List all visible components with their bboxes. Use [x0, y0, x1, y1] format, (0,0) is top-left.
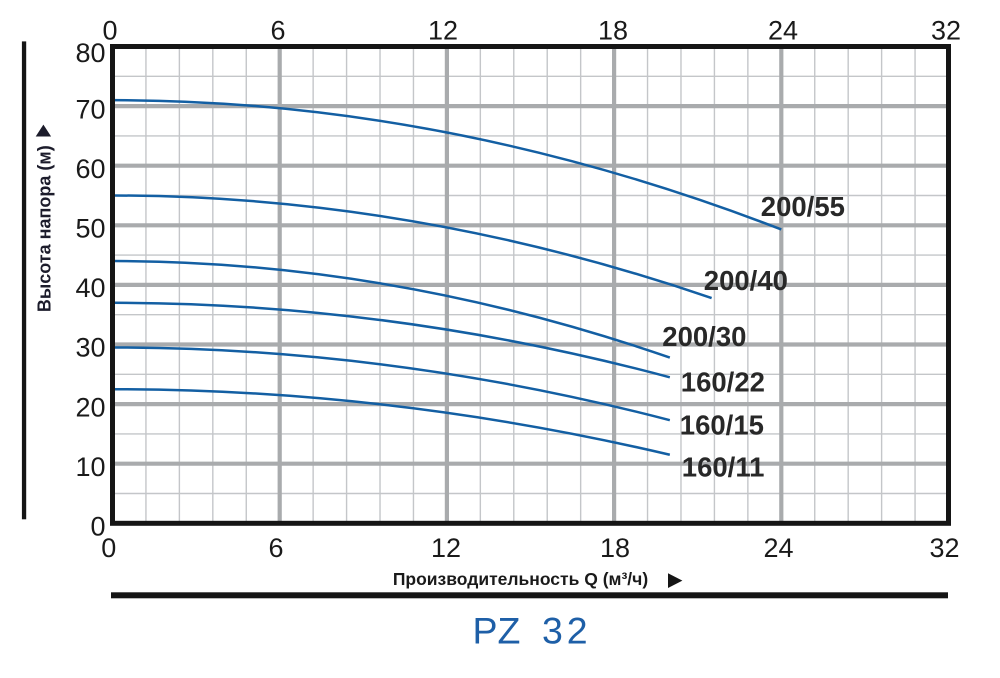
- svg-text:60: 60: [75, 154, 105, 184]
- svg-text:Производительность Q (м³/ч): Производительность Q (м³/ч): [393, 569, 648, 589]
- svg-text:0: 0: [102, 16, 117, 46]
- svg-text:20: 20: [75, 392, 105, 422]
- svg-text:0: 0: [101, 533, 116, 563]
- svg-text:32: 32: [931, 16, 961, 46]
- svg-text:12: 12: [428, 16, 458, 46]
- svg-text:18: 18: [598, 16, 628, 46]
- svg-text:24: 24: [763, 533, 793, 563]
- svg-text:200/55: 200/55: [761, 191, 845, 222]
- svg-text:30: 30: [75, 333, 105, 363]
- svg-text:Высота напора (м): Высота напора (м): [34, 145, 54, 312]
- svg-text:18: 18: [600, 533, 630, 563]
- svg-text:40: 40: [75, 273, 105, 303]
- svg-text:32: 32: [929, 533, 959, 563]
- svg-text:160/11: 160/11: [682, 452, 765, 483]
- svg-text:24: 24: [768, 16, 798, 46]
- svg-text:2: 2: [567, 610, 588, 652]
- svg-text:10: 10: [75, 452, 105, 482]
- svg-text:PZ: PZ: [473, 610, 521, 652]
- svg-text:6: 6: [270, 16, 285, 46]
- svg-text:0: 0: [90, 512, 105, 542]
- svg-text:200/40: 200/40: [704, 265, 788, 296]
- svg-text:160/22: 160/22: [681, 367, 765, 398]
- svg-text:160/15: 160/15: [680, 410, 764, 441]
- svg-text:3: 3: [542, 610, 563, 652]
- svg-text:6: 6: [268, 533, 283, 563]
- svg-text:12: 12: [431, 533, 461, 563]
- svg-text:50: 50: [75, 214, 105, 244]
- svg-text:200/30: 200/30: [662, 321, 746, 352]
- svg-text:70: 70: [75, 94, 105, 124]
- svg-text:80: 80: [75, 38, 105, 68]
